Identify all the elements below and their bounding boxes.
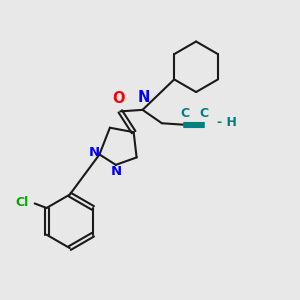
- Text: N: N: [88, 146, 100, 160]
- Text: C: C: [199, 107, 208, 120]
- Text: N: N: [138, 89, 150, 104]
- Text: Cl: Cl: [16, 196, 29, 209]
- Text: C: C: [180, 107, 189, 120]
- Text: - H: - H: [217, 116, 237, 129]
- Text: N: N: [110, 165, 122, 178]
- Text: O: O: [112, 91, 125, 106]
